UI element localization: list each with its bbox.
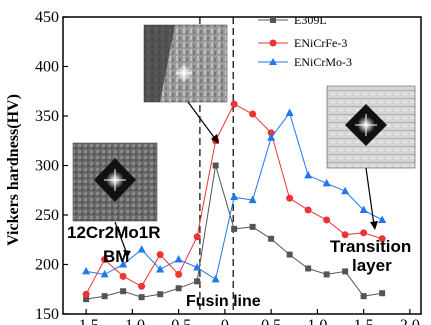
data-point [193, 262, 202, 271]
data-point [304, 170, 313, 179]
fusion-line-micrograph [143, 24, 228, 103]
annotation-arrows [114, 101, 378, 258]
y-tick-label: 300 [35, 158, 59, 175]
transition-layer-micrograph [326, 85, 416, 169]
legend-entry-enicrmo3: ENiCrMo-3 [258, 55, 352, 69]
data-point [212, 162, 219, 169]
data-point [286, 194, 294, 202]
data-point [341, 186, 350, 195]
data-point [378, 235, 386, 243]
data-point [249, 110, 257, 118]
data-point [378, 215, 387, 223]
data-point [379, 290, 386, 297]
data-point [138, 294, 145, 301]
data-point [82, 290, 90, 298]
legend-label-e309l: E309L [294, 13, 327, 27]
data-point [360, 229, 368, 237]
y-axis-label: Vickers hardness(HV) [5, 94, 22, 246]
legend-entry-e309l: E309L [258, 13, 327, 27]
data-point [119, 260, 128, 268]
data-point [322, 178, 331, 187]
data-point [137, 245, 146, 253]
x-axis: -1.5 -1.0 -0.5 0 0.5 1.0 1.5 2.0 [73, 309, 420, 325]
x-tick-label: -1.5 [73, 317, 98, 325]
fusion-line-arrow [187, 101, 217, 141]
data-point [230, 192, 239, 201]
legend-marker-circle [269, 39, 277, 47]
data-point [323, 216, 331, 224]
x-tick-label: 0.5 [261, 317, 281, 325]
data-point [174, 255, 183, 263]
y-tick-label: 450 [35, 9, 59, 26]
data-point [82, 266, 91, 275]
data-point [194, 278, 201, 285]
data-point [100, 269, 109, 278]
data-point [83, 296, 90, 303]
data-point [156, 264, 165, 273]
legend-marker-square [270, 17, 276, 23]
series-square [83, 162, 386, 303]
data-point [101, 293, 108, 300]
transition-arrow [365, 167, 375, 226]
data-point [304, 206, 312, 214]
data-point [268, 235, 275, 242]
x-tick-label: -0.5 [166, 317, 191, 325]
data-point [156, 251, 164, 259]
data-point [231, 225, 238, 232]
y-axis: 150 200 250 300 350 400 450 [35, 9, 68, 323]
data-point [285, 108, 294, 117]
data-point [267, 133, 276, 141]
annotation-bm: BM [103, 247, 129, 266]
legend-entry-enicrfe3: ENiCrFe-3 [258, 36, 347, 50]
y-tick-label: 400 [35, 59, 59, 76]
annotation-layer: layer [352, 256, 392, 275]
y-tick-label: 150 [35, 306, 59, 323]
data-point [157, 291, 164, 298]
data-point [360, 293, 367, 300]
x-tick-label: 1.0 [307, 317, 327, 325]
data-point [101, 256, 109, 264]
data-point [359, 205, 368, 214]
x-tick-label: 0 [221, 317, 229, 325]
x-tick-label: 1.5 [354, 317, 374, 325]
data-point [286, 251, 293, 258]
data-point [305, 265, 312, 272]
legend-label-enicrmo3: ENiCrMo-3 [294, 55, 352, 69]
x-tick-label: 2.0 [400, 317, 420, 325]
data-point [248, 195, 257, 204]
bm-micrograph [72, 142, 158, 222]
data-point [341, 231, 349, 239]
data-point [138, 282, 146, 290]
data-point [175, 270, 183, 278]
x-tick-label: -1.0 [120, 317, 145, 325]
data-point [193, 233, 201, 241]
data-point [230, 100, 238, 108]
data-point [120, 288, 127, 295]
annotation-fusion-line: Fusin line [186, 293, 261, 310]
data-point [342, 268, 349, 275]
y-tick-label: 350 [35, 108, 59, 125]
legend: E309L ENiCrFe-3 ENiCrMo-3 [258, 13, 352, 69]
annotation-transition: Transition [330, 237, 411, 256]
series-triangle [82, 108, 387, 283]
bm-arrow [114, 221, 128, 255]
y-tick-label: 200 [35, 257, 59, 274]
data-point [323, 271, 330, 278]
y-tick-label: 250 [35, 207, 59, 224]
legend-label-enicrfe3: ENiCrFe-3 [294, 36, 347, 50]
data-point [249, 223, 256, 230]
data-point [175, 285, 182, 292]
annotation-12cr2mo1r: 12Cr2Mo1R [67, 223, 161, 242]
series-layer [82, 100, 387, 303]
data-point [119, 272, 127, 280]
series-circle [82, 100, 386, 298]
data-point [211, 274, 220, 283]
legend-marker-triangle [269, 58, 277, 65]
